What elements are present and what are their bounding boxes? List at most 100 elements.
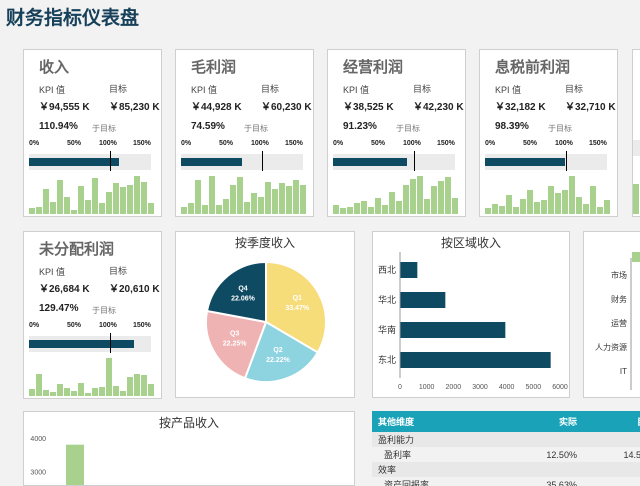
pie-slice-q3[interactable] bbox=[205, 309, 268, 380]
trend-bar bbox=[569, 176, 575, 214]
trend-bar bbox=[64, 197, 70, 214]
table-cell bbox=[582, 462, 640, 477]
trend-bar bbox=[485, 208, 491, 214]
kpi-percent: 91.23% bbox=[343, 121, 377, 132]
scale-tick: 150% bbox=[133, 322, 151, 329]
trend-bar bbox=[64, 388, 70, 396]
trend-bar bbox=[99, 387, 105, 396]
trend-bar bbox=[251, 192, 257, 214]
trend-bar bbox=[141, 181, 147, 214]
table-cell bbox=[582, 432, 640, 447]
trend-bar bbox=[127, 376, 133, 396]
trend-bar bbox=[230, 184, 236, 214]
trend-bar bbox=[85, 200, 91, 214]
pie-category-label: Q4 bbox=[238, 285, 247, 292]
scale-tick: 100% bbox=[99, 140, 117, 147]
kpi-progress-track bbox=[29, 151, 151, 171]
target-label: 目标 bbox=[261, 84, 280, 94]
product-bar-chart: 4000 3000 bbox=[30, 436, 84, 486]
kpi-name: 毛利润 bbox=[191, 59, 237, 76]
trend-bar bbox=[78, 186, 84, 214]
trend-bar bbox=[492, 203, 498, 214]
trend-bar bbox=[431, 186, 437, 214]
trend-bar bbox=[555, 193, 561, 214]
trend-bar bbox=[134, 176, 140, 214]
table-cell: 效率 bbox=[372, 462, 498, 477]
trend-bar bbox=[36, 374, 42, 396]
scale-tick: 0% bbox=[333, 140, 344, 147]
scale-tick: 100% bbox=[251, 140, 269, 147]
trend-bar bbox=[445, 177, 451, 214]
kpi-progress-track bbox=[29, 333, 151, 353]
trend-bar bbox=[258, 196, 264, 214]
trend-bar bbox=[29, 388, 35, 396]
department-card: 市场 财务 运营 人力资源 IT bbox=[583, 231, 640, 398]
product-bar[interactable] bbox=[66, 444, 84, 486]
trend-bar bbox=[141, 375, 147, 396]
trend-bar bbox=[148, 384, 154, 396]
kpi-trend-bars bbox=[29, 356, 154, 396]
trend-bar bbox=[50, 201, 56, 214]
trend-bar bbox=[92, 177, 98, 214]
table-cell bbox=[583, 477, 640, 486]
kpi-label: KPI 值 bbox=[191, 85, 218, 95]
scale-tick: 100% bbox=[555, 140, 573, 147]
pie-value-label: 22.22% bbox=[266, 357, 291, 364]
kpi-value: ￥38,525 K bbox=[343, 102, 394, 113]
kpi-progress-track bbox=[181, 151, 303, 171]
region-bar[interactable] bbox=[400, 352, 551, 368]
kpi-percent: 98.39% bbox=[495, 121, 529, 132]
trend-bar bbox=[113, 386, 119, 396]
pie-slice-q2[interactable] bbox=[243, 320, 320, 383]
trend-bar bbox=[223, 198, 229, 214]
region-x-tick: 6000 bbox=[552, 384, 568, 391]
region-category-label: 华南 bbox=[378, 324, 396, 335]
trend-bar bbox=[368, 206, 374, 214]
department-category-label: 财务 bbox=[611, 294, 627, 304]
trend-bar bbox=[120, 391, 126, 396]
region-bar[interactable] bbox=[400, 292, 446, 308]
trend-bar bbox=[403, 184, 409, 214]
kpi-name: 未分配利润 bbox=[39, 241, 115, 258]
region-bar[interactable] bbox=[400, 262, 418, 278]
product-chart-title: 按产品收入 bbox=[158, 416, 219, 430]
table-cell bbox=[497, 462, 583, 477]
region-revenue-card: 按区域收入 西北 华北 华南 东北 0 1000 2000 3000 4000 5000 6000 bbox=[372, 231, 570, 398]
trend-bar bbox=[106, 358, 112, 396]
trend-bar bbox=[604, 200, 610, 214]
trend-bar bbox=[237, 177, 243, 214]
region-bar[interactable] bbox=[400, 322, 506, 338]
table-header: 目 bbox=[582, 411, 640, 432]
scale-tick: 150% bbox=[437, 140, 455, 147]
trend-bar bbox=[148, 202, 154, 214]
trend-bar bbox=[209, 176, 215, 214]
scale-tick: 0% bbox=[29, 322, 40, 329]
kpi-card: 未分配利润 KPI 值 目标 ￥26,684 K ￥20,610 K 129.4… bbox=[23, 231, 162, 399]
scale-tick: 150% bbox=[589, 140, 607, 147]
pie-category-label: Q2 bbox=[273, 347, 282, 354]
trend-bar bbox=[417, 176, 423, 214]
trend-bar bbox=[438, 181, 444, 214]
trend-bar bbox=[188, 202, 194, 214]
trend-bar bbox=[43, 188, 49, 214]
trend-bar bbox=[57, 384, 63, 396]
scale-tick: 50% bbox=[219, 140, 234, 147]
table-cell: 盈利能力 bbox=[372, 432, 498, 447]
scale-tick: 50% bbox=[67, 140, 82, 147]
trend-bar bbox=[71, 391, 77, 396]
department-bar[interactable] bbox=[632, 252, 640, 262]
region-x-tick: 4000 bbox=[499, 384, 515, 391]
trend-bar bbox=[541, 200, 547, 214]
kpi-name: 经营利润 bbox=[343, 59, 404, 76]
table-cell: 盈利率 bbox=[384, 450, 412, 460]
scale-tick: 150% bbox=[133, 140, 151, 147]
pie-slice-q4[interactable] bbox=[205, 260, 267, 324]
pie-category-label: Q1 bbox=[293, 295, 302, 302]
scale-tick: 50% bbox=[371, 140, 386, 147]
kpi-progress-fill bbox=[333, 158, 408, 166]
scale-tick: 50% bbox=[67, 322, 82, 329]
table-row: 盈利能力 bbox=[372, 432, 640, 447]
trend-bar bbox=[106, 191, 112, 214]
region-chart-title: 按区域收入 bbox=[440, 236, 501, 250]
target-value: ￥20,610 K bbox=[109, 284, 160, 295]
